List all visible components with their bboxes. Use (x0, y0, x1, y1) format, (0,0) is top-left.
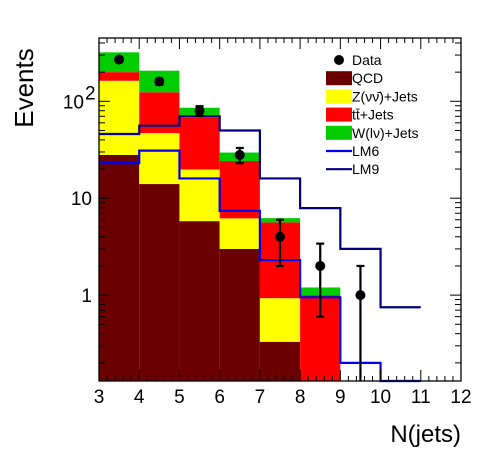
x-tick-label: 9 (335, 387, 346, 408)
y-tick-label: 10 (71, 189, 92, 210)
bar-tt-jets-bin-0 (99, 72, 140, 81)
x-tick-label: 7 (255, 387, 266, 408)
bar-qcd-bin-0 (99, 154, 140, 381)
legend: Data QCD Z(νν̄)+Jets tt̄+Jets W(lν)+Jets LM6 L… (326, 52, 419, 177)
bar-z-jets-bin-1 (139, 133, 180, 185)
bar-tt-jets-bin-2 (179, 117, 220, 170)
bar-tt-jets-bin-3 (219, 161, 260, 219)
data-point (315, 260, 326, 271)
x-tick-label: 10 (370, 387, 391, 408)
legend-swatch-data (334, 55, 344, 65)
plot-frame (98, 37, 462, 382)
bar-z-jets-bin-4 (259, 298, 301, 342)
data-points (114, 54, 366, 381)
legend-swatch-box (326, 71, 352, 86)
legend-label: LM9 (352, 161, 379, 177)
bar-qcd-bin-4 (259, 341, 301, 381)
data-point (234, 149, 245, 160)
x-tick-label: 4 (134, 387, 145, 408)
bar-z-jets-bin-0 (99, 80, 140, 155)
data-point (275, 231, 285, 242)
bar-z-jets-bin-2 (179, 169, 220, 222)
x-tick-label: 11 (411, 387, 431, 408)
x-tick-label: 8 (295, 387, 306, 408)
legend-label: Z(νν̄)+Jets (352, 88, 418, 104)
x-tick-label: 5 (174, 387, 185, 408)
x-tick-label: 12 (450, 387, 471, 408)
bar-tt-jets-bin-1 (139, 92, 180, 134)
data-point (154, 76, 165, 87)
legend-label: LM6 (352, 143, 379, 159)
y-tick-label: 10 (63, 92, 84, 113)
legend-swatch-box (326, 125, 352, 140)
legend-label: QCD (352, 70, 383, 86)
data-point (194, 105, 205, 116)
bar-z-jets-bin-3 (219, 218, 260, 249)
legend-swatch-box (326, 107, 352, 122)
legend-label: W(lν)+Jets (352, 125, 419, 141)
x-tick-label: 6 (214, 387, 225, 408)
data-point (114, 54, 125, 65)
bar-qcd-bin-2 (179, 221, 220, 381)
line-lm9 (99, 115, 421, 309)
y-tick-exponent: 2 (85, 83, 96, 104)
legend-label: Data (352, 52, 382, 68)
legend-label: tt̄+Jets (352, 107, 394, 123)
x-axis-title: N(jets) (390, 421, 461, 448)
bar-qcd-bin-3 (219, 248, 260, 381)
data-point (355, 290, 366, 301)
x-tick-label: 3 (94, 387, 105, 408)
legend-swatch-box (326, 89, 352, 104)
y-axis-title: Events (9, 48, 39, 128)
y-tick-label: 1 (81, 286, 92, 307)
bar-qcd-bin-1 (139, 184, 180, 381)
stacked-bars (99, 52, 341, 381)
